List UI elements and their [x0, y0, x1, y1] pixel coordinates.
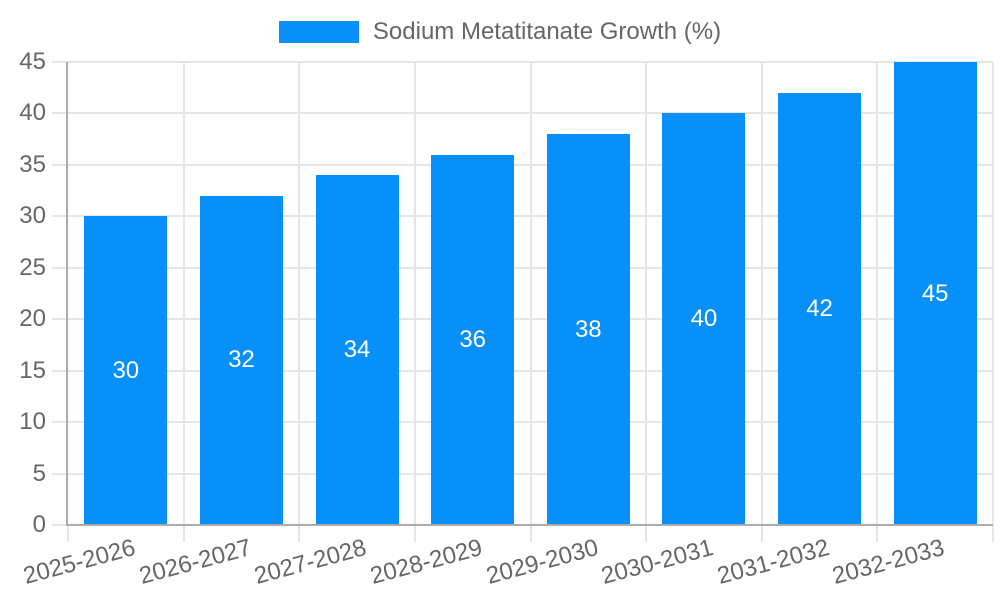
tick-mark	[67, 526, 69, 542]
y-tick-label: 0	[32, 511, 46, 538]
legend-item[interactable]: Sodium Metatitanate Growth (%)	[0, 18, 1000, 46]
bar-value-label: 32	[228, 346, 255, 374]
bar[interactable]	[546, 134, 630, 525]
y-tick-label: 20	[19, 305, 46, 333]
legend-swatch	[278, 21, 359, 43]
tick-mark	[760, 526, 763, 542]
tick-mark	[52, 524, 68, 526]
bar[interactable]	[431, 154, 515, 525]
y-tick-label: 10	[19, 408, 46, 436]
x-tick-label: 2031-2032	[714, 534, 833, 590]
bar[interactable]	[662, 113, 746, 525]
bar-value-label: 38	[574, 315, 602, 343]
tick-mark	[992, 526, 994, 542]
x-tick-label: 2025-2026	[20, 534, 139, 590]
gridline	[529, 62, 532, 525]
tick-mark	[52, 266, 68, 269]
y-tick-label: 30	[19, 202, 46, 230]
x-tick-label: 2027-2028	[251, 534, 370, 590]
bar-value-label: 30	[112, 356, 140, 384]
y-tick-label: 40	[19, 99, 46, 127]
bar[interactable]	[84, 216, 168, 525]
gridline	[413, 62, 416, 525]
y-tick-label: 45	[19, 48, 46, 75]
axis-line	[66, 524, 993, 526]
tick-mark	[529, 526, 532, 542]
tick-mark	[52, 318, 68, 321]
tick-mark	[52, 215, 68, 218]
x-tick-label: 2032-2033	[829, 534, 948, 590]
y-tick-label: 15	[19, 356, 46, 384]
tick-mark	[52, 61, 68, 63]
bar-value-label: 45	[921, 279, 949, 307]
bar-value-label: 42	[806, 294, 833, 322]
y-tick-label: 25	[19, 253, 46, 281]
x-tick-label: 2029-2030	[482, 534, 601, 590]
bar[interactable]	[778, 92, 862, 525]
tick-mark	[52, 421, 68, 424]
tick-mark	[298, 526, 301, 542]
tick-mark	[413, 526, 416, 542]
gridline	[298, 62, 301, 525]
bar-value-label: 36	[459, 325, 487, 353]
tick-mark	[182, 526, 185, 542]
bar[interactable]	[315, 175, 399, 525]
x-tick-label: 2030-2031	[598, 534, 717, 590]
gridline	[876, 62, 879, 525]
bar[interactable]	[199, 195, 283, 525]
bar[interactable]	[893, 62, 977, 525]
tick-mark	[876, 526, 879, 542]
x-tick-label: 2026-2027	[136, 534, 254, 590]
tick-mark	[52, 163, 68, 166]
tick-mark	[645, 526, 648, 542]
bar-value-label: 34	[343, 336, 371, 364]
gridline	[645, 62, 648, 525]
tick-mark	[52, 472, 68, 475]
legend-label: Sodium Metatitanate Growth (%)	[372, 18, 722, 45]
y-tick-label: 5	[32, 459, 46, 487]
tick-mark	[52, 369, 68, 372]
x-tick-label: 2028-2029	[367, 534, 486, 590]
bar-value-label: 40	[690, 305, 718, 333]
gridline	[760, 62, 763, 525]
gridline	[182, 62, 185, 525]
tick-mark	[52, 112, 68, 115]
gridline	[992, 62, 994, 525]
axis-line	[66, 62, 68, 525]
y-tick-label: 35	[19, 150, 46, 178]
